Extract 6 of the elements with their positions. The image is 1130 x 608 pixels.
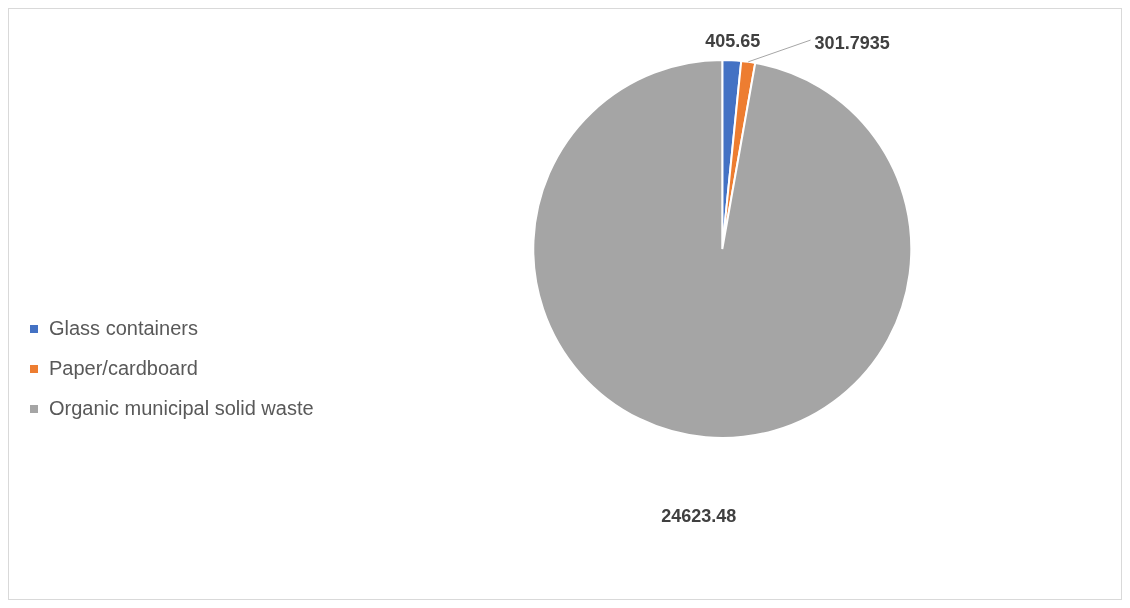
legend-label: Paper/cardboard: [49, 356, 198, 379]
data-label: 24623.48: [661, 505, 737, 526]
legend-label: Organic municipal solid waste: [49, 396, 314, 419]
data-label: 405.65: [705, 31, 761, 52]
legend-label: Glass containers: [49, 316, 198, 339]
data-label: 301.7935: [814, 33, 890, 54]
